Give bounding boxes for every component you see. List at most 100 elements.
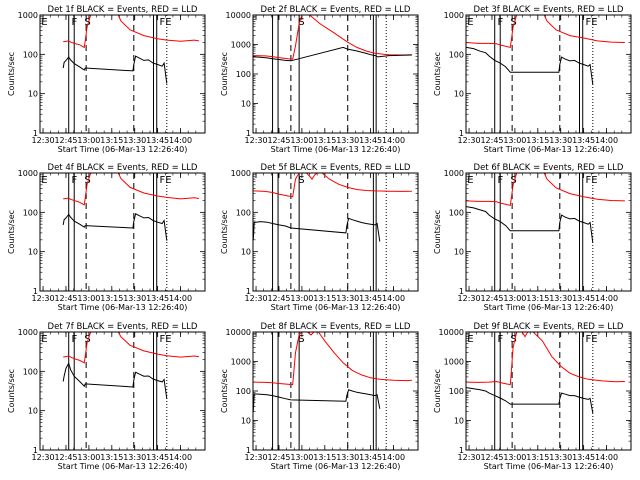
- region-label: F: [72, 175, 78, 186]
- x-tick-label: 14:00: [169, 136, 192, 145]
- x-tick-label: 13:45: [146, 136, 169, 145]
- x-tick-label: 13:00: [503, 453, 526, 462]
- x-tick-label: 13:45: [359, 136, 382, 145]
- y-tick-label: 1: [459, 446, 464, 455]
- y-tick-label: 100: [236, 387, 251, 396]
- x-tick-label: 13:30: [123, 453, 146, 462]
- plot-frame: [39, 331, 206, 451]
- panel-title: Det 7f BLACK = Events, RED = LLD: [48, 322, 198, 332]
- x-tick-label: 12:30: [245, 453, 268, 462]
- panel-det-6: Det 6f BLACK = Events, RED = LLD Counts/s…: [433, 163, 632, 312]
- plot-frame: [252, 331, 419, 451]
- x-axis-label: Start Time (06-Mar-13 12:26:40): [484, 303, 614, 312]
- y-tick-label: 1: [33, 446, 38, 455]
- series-lld-line: [63, 15, 199, 49]
- plot-frame: [39, 14, 206, 134]
- y-tick-label: 100: [23, 208, 38, 217]
- y-tick-label: 1000: [231, 169, 251, 178]
- series-group: [466, 173, 625, 243]
- x-tick-label: 13:45: [572, 453, 595, 462]
- region-label: FE: [586, 334, 598, 345]
- series-group: [253, 15, 412, 62]
- panel-det-2: Det 2f BLACK = Events, RED = LLD Counts/s…: [220, 5, 419, 154]
- y-tick-label: 10: [241, 417, 251, 426]
- region-label: E: [41, 175, 47, 186]
- x-tick-label: 12:30: [32, 453, 55, 462]
- x-tick-label: 13:00: [503, 294, 526, 303]
- panel-det-9: Det 9f BLACK = Events, RED = LLD Counts/s…: [433, 322, 632, 471]
- x-tick-label: 13:30: [549, 453, 572, 462]
- y-tick-label: 10000: [226, 11, 251, 20]
- x-axis-label: Start Time (06-Mar-13 12:26:40): [58, 303, 188, 312]
- y-tick-label: 10: [241, 100, 251, 109]
- series-events-line: [466, 206, 594, 243]
- y-tick-label: 1000: [444, 11, 464, 20]
- series-group: [62, 332, 199, 399]
- region-label: S: [510, 175, 516, 186]
- x-axis-label: Start Time (06-Mar-13 12:26:40): [58, 145, 188, 154]
- plot-frame: [465, 172, 632, 292]
- panel-title: Det 3f BLACK = Events, RED = LLD: [474, 5, 624, 15]
- x-tick-label: 13:15: [313, 453, 336, 462]
- x-tick-label: 13:45: [359, 294, 382, 303]
- plot-frame: [39, 172, 206, 292]
- plot-frame: [465, 331, 632, 451]
- x-tick-label: 13:00: [290, 136, 313, 145]
- x-tick-label: 14:00: [595, 453, 618, 462]
- panel-title: Det 2f BLACK = Events, RED = LLD: [261, 5, 411, 15]
- panel-title: Det 6f BLACK = Events, RED = LLD: [474, 163, 624, 173]
- series-lld-line: [466, 15, 625, 49]
- y-tick-label: 1000: [231, 41, 251, 50]
- y-tick-label: 100: [236, 70, 251, 79]
- x-tick-label: 12:45: [54, 453, 77, 462]
- y-tick-label: 1000: [444, 358, 464, 367]
- region-label: F: [498, 175, 504, 186]
- series-events-line: [62, 55, 168, 84]
- series-events-line: [62, 213, 168, 241]
- x-tick-label: 13:15: [100, 136, 123, 145]
- panel-title: Det 8f BLACK = Events, RED = LLD: [261, 322, 411, 332]
- region-label: S: [298, 17, 304, 28]
- x-tick-label: 14:00: [595, 136, 618, 145]
- y-tick-label: 1: [246, 446, 251, 455]
- region-label: FE: [160, 175, 172, 186]
- panel-det-1: Det 1f BLACK = Events, RED = LLD Counts/s…: [7, 5, 206, 154]
- x-tick-label: 12:30: [32, 294, 55, 303]
- region-label: FE: [586, 17, 598, 28]
- y-tick-label: 1000: [231, 358, 251, 367]
- x-tick-label: 13:30: [549, 294, 572, 303]
- region-label: S: [84, 175, 90, 186]
- y-axis-label: Counts/sec: [220, 369, 229, 413]
- region-label: E: [467, 334, 473, 345]
- y-tick-label: 100: [449, 50, 464, 59]
- region-label: S: [510, 334, 516, 345]
- x-tick-label: 13:30: [336, 294, 359, 303]
- x-tick-label: 13:15: [313, 294, 336, 303]
- region-label: F: [72, 334, 78, 345]
- x-tick-label: 13:00: [77, 453, 100, 462]
- x-tick-label: 12:30: [245, 136, 268, 145]
- x-axis-label: Start Time (06-Mar-13 12:26:40): [484, 462, 614, 471]
- region-label: F: [498, 334, 504, 345]
- y-tick-label: 1: [246, 287, 251, 296]
- x-tick-label: 12:45: [267, 136, 290, 145]
- series-events-line: [253, 217, 381, 242]
- series-group: [62, 173, 199, 241]
- series-events-line: [62, 362, 168, 399]
- x-tick-label: 12:45: [480, 294, 503, 303]
- x-tick-label: 13:45: [146, 294, 169, 303]
- plot-frame: [252, 172, 419, 292]
- series-lld-line: [63, 332, 199, 364]
- x-tick-label: 13:15: [526, 453, 549, 462]
- x-tick-label: 13:00: [77, 294, 100, 303]
- series-events-line: [466, 46, 594, 85]
- x-axis-label: Start Time (06-Mar-13 12:26:40): [271, 462, 401, 471]
- x-tick-label: 13:00: [503, 136, 526, 145]
- region-label: F: [498, 17, 504, 28]
- series-group: [466, 332, 625, 414]
- series-group: [253, 332, 412, 412]
- x-tick-label: 14:00: [169, 453, 192, 462]
- x-tick-label: 13:45: [572, 294, 595, 303]
